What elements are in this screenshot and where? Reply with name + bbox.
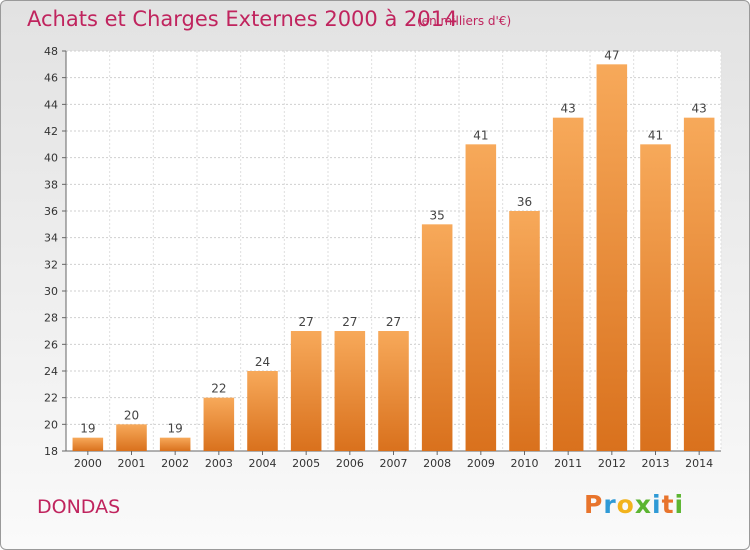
- x-tick-label: 2007: [380, 457, 408, 470]
- data-label: 20: [124, 408, 139, 422]
- y-tick-label: 36: [44, 205, 58, 218]
- bar: [596, 64, 628, 452]
- bar: [509, 211, 540, 451]
- y-tick-label: 34: [44, 232, 58, 245]
- data-label: 41: [648, 128, 663, 142]
- y-tick-label: 32: [44, 258, 58, 271]
- x-tick-label: 2006: [336, 457, 364, 470]
- y-tick-label: 44: [44, 98, 58, 111]
- y-tick-label: 46: [44, 72, 58, 85]
- bar: [290, 331, 322, 451]
- logo-letter: x: [634, 490, 652, 519]
- bar: [203, 397, 235, 451]
- bar: [552, 117, 584, 452]
- chart-subtitle: (en milliers d'€): [417, 14, 512, 28]
- data-label: 43: [692, 102, 707, 116]
- logo-letter: i: [674, 490, 685, 519]
- x-tick-label: 2012: [598, 457, 626, 470]
- y-tick-label: 26: [44, 338, 58, 351]
- bar: [334, 331, 366, 451]
- logo-letter: i: [652, 490, 662, 519]
- x-tick-label: 2005: [292, 457, 320, 470]
- x-tick-label: 2010: [511, 457, 539, 470]
- x-tick-label: 2000: [74, 457, 102, 470]
- proxiti-logo: Proxiti: [584, 490, 684, 519]
- data-label: 24: [255, 355, 270, 369]
- logo-letter: o: [616, 490, 635, 519]
- x-tick-label: 2004: [249, 457, 277, 470]
- data-label: 27: [342, 315, 357, 329]
- y-tick-label: 18: [44, 445, 58, 458]
- data-label: 27: [386, 315, 401, 329]
- data-label: 41: [473, 128, 488, 142]
- bar: [421, 224, 453, 451]
- data-label: 19: [168, 422, 183, 436]
- x-tick-label: 2009: [467, 457, 495, 470]
- data-label: 47: [604, 48, 619, 62]
- x-tick-label: 2013: [642, 457, 670, 470]
- y-tick-label: 22: [44, 392, 58, 405]
- data-label: 22: [211, 382, 226, 396]
- logo-letter: t: [661, 490, 675, 519]
- bar: [247, 371, 278, 451]
- logo-letter: r: [603, 490, 617, 519]
- y-tick-label: 24: [44, 365, 58, 378]
- bar: [378, 331, 409, 451]
- x-tick-label: 2001: [118, 457, 146, 470]
- y-tick-label: 20: [44, 418, 58, 431]
- data-label: 35: [430, 208, 445, 222]
- x-tick-label: 2003: [205, 457, 233, 470]
- y-tick-label: 30: [44, 285, 58, 298]
- bar: [159, 437, 191, 451]
- y-tick-label: 48: [44, 45, 58, 58]
- place-name: DONDAS: [37, 496, 121, 518]
- data-label: 43: [561, 102, 576, 116]
- x-tick-label: 2014: [685, 457, 713, 470]
- y-tick-label: 28: [44, 312, 58, 325]
- y-tick-label: 38: [44, 178, 58, 191]
- x-tick-label: 2002: [161, 457, 189, 470]
- bar: [465, 144, 497, 452]
- x-tick-label: 2008: [423, 457, 451, 470]
- bar: [640, 144, 671, 452]
- y-tick-label: 40: [44, 152, 58, 165]
- data-label: 19: [80, 422, 95, 436]
- bar: [116, 424, 147, 451]
- x-tick-label: 2011: [554, 457, 582, 470]
- bar: [72, 437, 104, 451]
- chart-title: Achats et Charges Externes 2000 à 2014: [27, 7, 458, 31]
- data-label: 36: [517, 195, 532, 209]
- data-label: 27: [299, 315, 314, 329]
- logo-letter: P: [584, 490, 604, 519]
- bar: [683, 117, 715, 452]
- y-tick-label: 42: [44, 125, 58, 138]
